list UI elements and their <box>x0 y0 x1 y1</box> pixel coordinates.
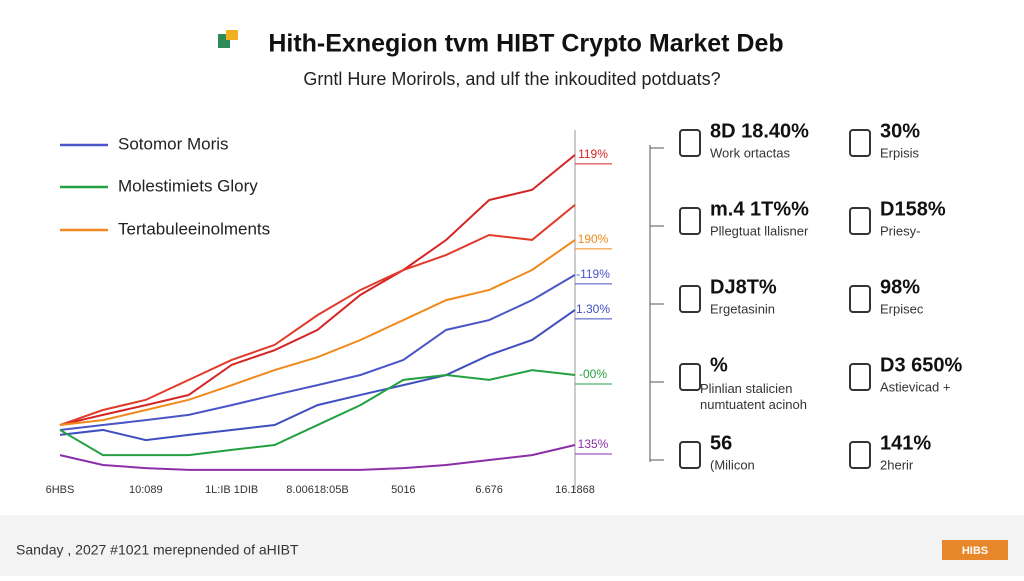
series-line <box>59 444 576 471</box>
stat-label: Erpisec <box>880 301 924 316</box>
stat-value: 30% <box>880 120 920 142</box>
badge <box>942 540 1008 560</box>
icon <box>679 441 701 469</box>
stat-label: Ergetasinin <box>710 301 775 316</box>
title: Hith-Exnegion tvm HIBT Crypto Market Deb <box>268 30 783 58</box>
series-line <box>59 369 576 457</box>
end-label: -119% <box>576 267 610 281</box>
end-label: 1.30% <box>576 302 610 316</box>
x-tick-label: 6.676 <box>475 484 503 496</box>
end-label: 135% <box>578 437 609 451</box>
x-tick-label: 8.00618:05B <box>286 484 348 496</box>
stat-value: m.4 1T%% <box>710 198 809 220</box>
legend-label: Sotomor Moris <box>118 134 229 153</box>
icon <box>679 285 701 313</box>
stat-value: 56 <box>710 432 732 454</box>
stat-value: DJ8T% <box>710 276 777 298</box>
x-tick-label: 16.1868 <box>555 484 595 496</box>
stat-label: 2herir <box>880 457 914 472</box>
x-tick-label: 5016 <box>391 484 415 496</box>
icon <box>679 207 701 235</box>
footer-text: Sanday , 2027 #1021 merepnended of aHIBT <box>16 542 299 558</box>
icon <box>679 363 701 391</box>
subtitle: Grntl Hure Morirols, and ulf the inkoudi… <box>303 69 720 89</box>
footer-band <box>0 515 1024 576</box>
series-line <box>59 204 576 426</box>
stat-value: % <box>710 354 728 376</box>
stat-label: Astievicad + <box>880 379 950 394</box>
stat-value: 98% <box>880 276 920 298</box>
stat-label: Plinlian stalicien numtuatent acinoh <box>700 381 807 412</box>
series-line <box>59 239 576 427</box>
stat-label: (Milicon <box>710 457 755 472</box>
series-line <box>59 154 576 427</box>
icon <box>849 363 871 391</box>
icon <box>849 285 871 313</box>
icon <box>849 441 871 469</box>
icon <box>679 129 701 157</box>
end-label: 190% <box>578 232 609 246</box>
logo <box>226 30 238 40</box>
end-label: -00% <box>579 367 607 381</box>
stat-value: 141% <box>880 432 931 454</box>
stat-value: D3 650% <box>880 354 962 376</box>
stat-label: Priesy- <box>880 223 920 238</box>
legend-label: Molestimiets Glory <box>118 176 258 195</box>
stat-label: Erpisis <box>880 145 920 160</box>
end-label: 119% <box>578 147 608 161</box>
x-tick-label: 6HBS <box>46 484 75 496</box>
x-tick-label: 10:089 <box>129 484 163 496</box>
badge-text: HIBS <box>962 545 988 557</box>
stat-value: D158% <box>880 198 946 220</box>
series-line <box>59 309 576 442</box>
icon <box>849 207 871 235</box>
icon <box>849 129 871 157</box>
x-tick-label: 1L:IB 1DIB <box>205 484 258 496</box>
stat-label: Work ortactas <box>710 145 790 160</box>
stat-value: 8D 18.40% <box>710 120 809 142</box>
series-line <box>59 274 576 431</box>
stat-label: Pllegtuat llalisner <box>710 223 809 238</box>
legend-label: Tertabuleeinolments <box>118 219 270 238</box>
